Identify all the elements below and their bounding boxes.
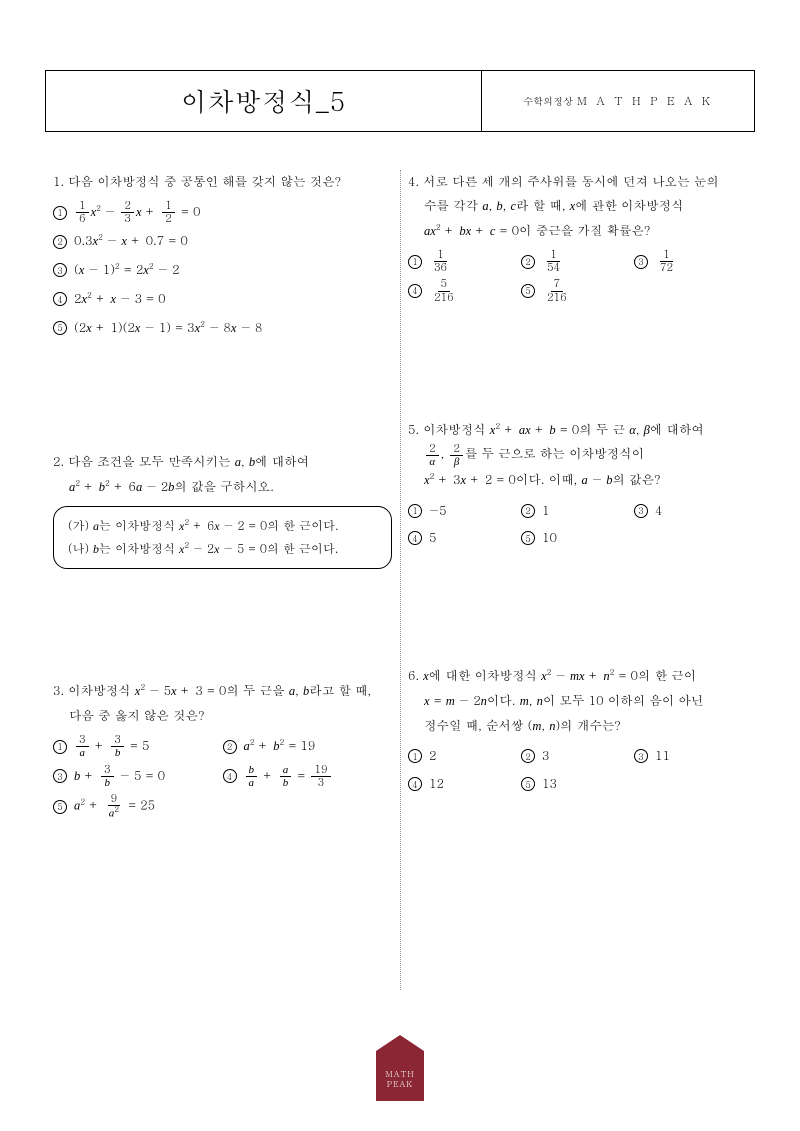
- right-column: 4. 서로 다른 세 개의 주사위를 동시에 던져 나오는 눈의 수를 각각 a…: [400, 170, 755, 990]
- column-divider: [400, 170, 401, 990]
- problem-stem: 다음 이차방정식 중 공통인 해를 갖지 않는 것은?: [68, 170, 341, 194]
- choice-marker: 1: [53, 206, 67, 220]
- worksheet-header: 이차방정식_5 수학의정상 M A T H P E A K: [45, 70, 755, 132]
- worksheet-brand: 수학의정상 M A T H P E A K: [482, 71, 754, 131]
- problem-1: 1. 다음 이차방정식 중 공통인 해를 갖지 않는 것은? 1 16x2 − …: [53, 170, 392, 340]
- left-column: 1. 다음 이차방정식 중 공통인 해를 갖지 않는 것은? 1 16x2 − …: [45, 170, 400, 990]
- condition-box: (가) a는 이차방정식 x2 + 6x − 2 = 0의 한 근이다. (나)…: [53, 506, 392, 570]
- problem-number: 1.: [53, 170, 64, 194]
- problem-3: 3. 이차방정식 x2 − 5x + 3 = 0의 두 근을 a, b라고 할 …: [53, 679, 392, 820]
- footer-logo: MATH PEAK: [376, 1051, 424, 1101]
- problem-2: 2. 다음 조건을 모두 만족시키는 a, b에 대하여 a2 + b2 + 6…: [53, 450, 392, 569]
- problem-5: 5. 이차방정식 x2 + ax + b = 0의 두 근 α, β에 대하여 …: [408, 418, 747, 555]
- problem-4: 4. 서로 다른 세 개의 주사위를 동시에 던져 나오는 눈의 수를 각각 a…: [408, 170, 747, 308]
- problem-6: 6. x에 대한 이차방정식 x2 − mx + n2 = 0의 한 근이 x …: [408, 664, 747, 800]
- worksheet-title: 이차방정식_5: [46, 71, 482, 131]
